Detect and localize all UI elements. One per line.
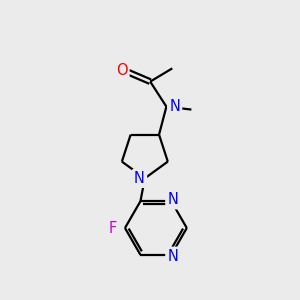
Text: N: N xyxy=(134,171,145,186)
Text: F: F xyxy=(109,220,117,236)
Text: O: O xyxy=(116,63,127,78)
Text: N: N xyxy=(169,99,180,114)
Text: N: N xyxy=(167,192,178,207)
Text: N: N xyxy=(167,249,178,264)
